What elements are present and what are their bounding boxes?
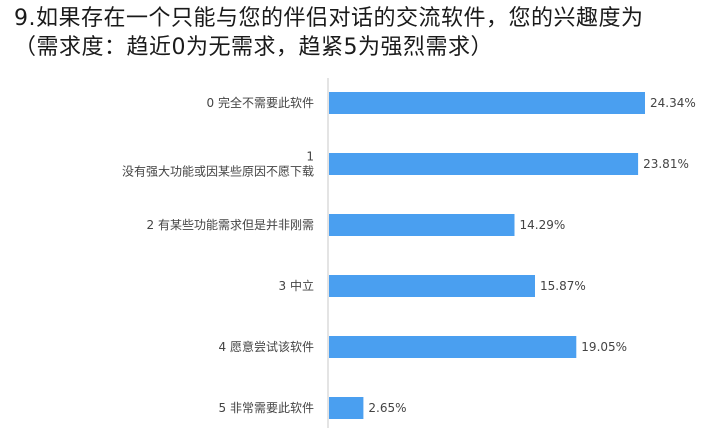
category-label-0-line-0: 0 完全不需要此软件 <box>207 95 314 110</box>
category-labels-group: 0 完全不需要此软件 1 没有强大功能或因某些原因不愿下载 2 有某些功能需求但是并非… <box>122 95 314 415</box>
bar-5 <box>329 397 364 419</box>
category-label-4-line-0: 4 愿意尝试该软件 <box>219 339 314 354</box>
value-label-0: 24.34% <box>650 96 696 110</box>
category-label-1: 1 没有强大功能或因某些原因不愿下载 <box>122 150 314 179</box>
category-label-2-line-0: 2 有某些功能需求但是并非刚需 <box>147 218 314 232</box>
value-label-1: 23.81% <box>643 157 689 171</box>
bar-0 <box>329 92 645 114</box>
bar-4 <box>329 336 577 358</box>
category-label-3: 3 中立 <box>279 278 314 293</box>
question-line-1: 9.如果存在一个只能与您的伴侣对话的交流软件，您的兴趣度为 <box>14 6 644 31</box>
category-label-5-line-0: 5 非常需要此软件 <box>219 401 314 415</box>
category-label-0: 0 完全不需要此软件 <box>207 95 314 110</box>
bar-3 <box>329 275 535 297</box>
bar-1 <box>329 153 639 175</box>
value-label-3: 15.87% <box>540 279 586 293</box>
value-label-2: 14.29% <box>520 218 566 232</box>
category-label-3-line-0: 3 中立 <box>279 278 314 293</box>
bars-group <box>329 92 645 419</box>
question-title: 9.如果存在一个只能与您的伴侣对话的交流软件，您的兴趣度为 （需求度：趋近0为无… <box>14 4 714 62</box>
value-label-4: 19.05% <box>581 340 627 354</box>
category-label-4: 4 愿意尝试该软件 <box>219 339 314 354</box>
category-label-1-line-1: 没有强大功能或因某些原因不愿下载 <box>122 164 314 179</box>
category-label-1-line-0: 1 <box>306 150 314 164</box>
value-labels-group: 24.34% 23.81% 14.29% 15.87% 19.05% 2.65% <box>368 96 695 415</box>
bar-2 <box>329 214 515 236</box>
category-label-5: 5 非常需要此软件 <box>219 401 314 415</box>
category-label-2: 2 有某些功能需求但是并非刚需 <box>147 218 314 232</box>
value-label-5: 2.65% <box>368 401 406 415</box>
question-line-2: （需求度：趋近0为无需求，趋紧5为强烈需求） <box>14 35 493 60</box>
